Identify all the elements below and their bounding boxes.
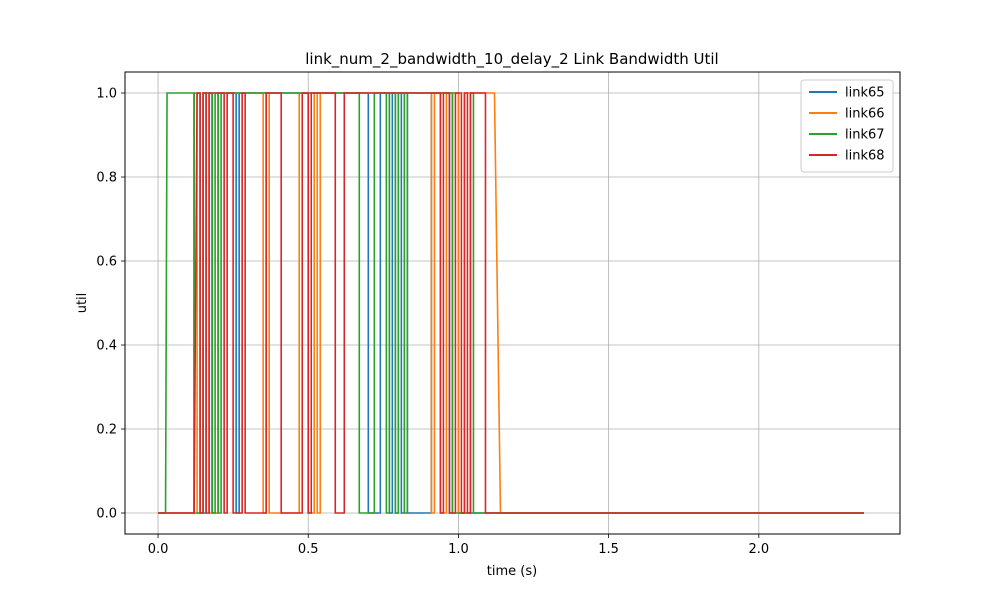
legend-label: link68 [845,149,885,164]
y-tick-label: 0.6 [96,255,117,270]
y-tick-label: 0.2 [96,423,117,438]
legend-box [800,79,894,173]
x-tick-label: 1.0 [448,542,469,557]
y-tick-label: 0.4 [96,339,117,354]
x-axis-label: time (s) [487,564,537,579]
legend-label: link65 [845,86,885,101]
legend-label: link66 [845,107,885,122]
plot-frame [124,71,901,535]
y-tick-label: 0.0 [96,507,117,522]
series-lines [158,92,864,514]
x-tick-label: 0.5 [298,542,319,557]
x-axis: 0.0 0.5 1.0 1.5 2.0 [148,534,769,557]
legend: link65 link66 link67 link68 [800,79,894,173]
y-axis: 0.0 0.2 0.4 0.6 0.8 1.0 [96,87,125,522]
y-axis-label: util [75,293,90,314]
x-tick-label: 0.0 [148,542,169,557]
series-line-link68 [158,92,864,514]
chart-title: link_num_2_bandwidth_10_delay_2 Link Ban… [305,50,718,69]
legend-label: link67 [845,128,885,143]
y-tick-label: 0.8 [96,171,117,186]
y-tick-label: 1.0 [96,87,117,102]
x-tick-label: 1.5 [598,542,619,557]
x-tick-label: 2.0 [748,542,769,557]
